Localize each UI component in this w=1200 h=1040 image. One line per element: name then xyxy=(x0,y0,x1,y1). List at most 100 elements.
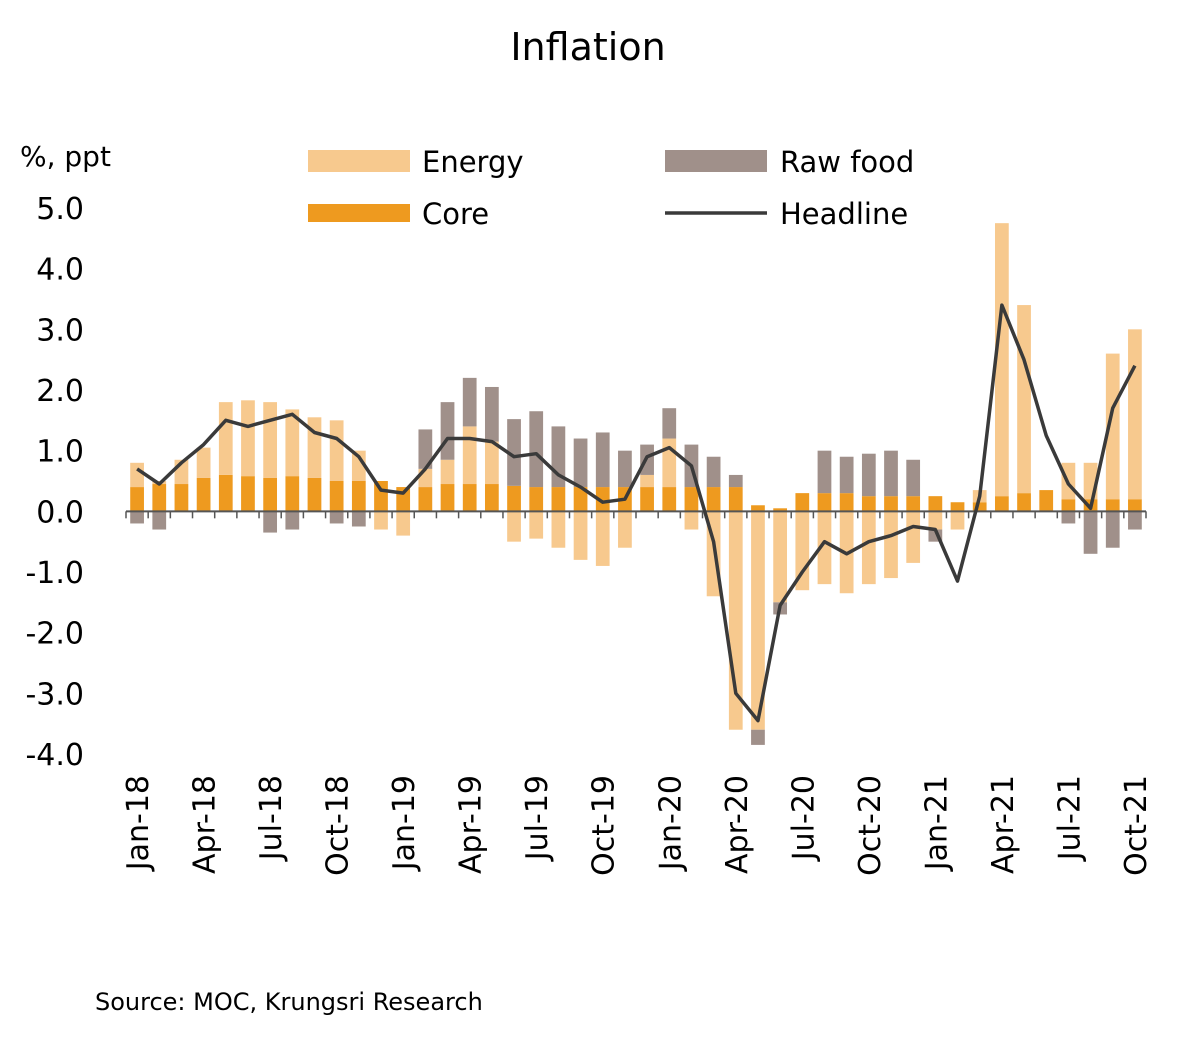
bar-core xyxy=(928,496,943,512)
bar-core xyxy=(529,487,544,512)
bar-energy xyxy=(773,511,788,603)
bar-energy xyxy=(396,511,411,536)
bar-core xyxy=(241,476,255,512)
bar-raw-food xyxy=(706,456,721,488)
y-axis: 5.0 4.0 3.0 2.0 1.0 0.0 -1.0 -2.0 -3.0 -4.0 xyxy=(25,192,84,773)
y-tick-label: 5.0 xyxy=(36,192,84,227)
bar-raw-food xyxy=(418,429,433,469)
y-tick-label: -3.0 xyxy=(25,677,84,712)
bar-energy xyxy=(950,511,965,530)
bar-core xyxy=(1017,493,1031,512)
bar-energy xyxy=(573,511,588,560)
bar-raw-food xyxy=(263,511,278,533)
x-tick-label: Oct-20 xyxy=(853,775,888,876)
bar-raw-food xyxy=(1128,511,1142,530)
y-tick-label: -4.0 xyxy=(25,738,84,773)
x-tick-label: Jul-18 xyxy=(254,775,289,862)
x-tick-label: Jan-20 xyxy=(653,775,688,872)
bar-core xyxy=(1105,499,1120,512)
bar-core xyxy=(374,481,388,512)
bar-raw-food xyxy=(728,474,743,488)
x-tick-label: Apr-21 xyxy=(986,775,1021,874)
bar-energy xyxy=(241,400,255,477)
bar-energy xyxy=(618,511,632,548)
x-tick-label: Oct-19 xyxy=(587,775,622,876)
bar-energy xyxy=(462,426,477,485)
bar-raw-food xyxy=(507,419,521,486)
bar-core xyxy=(573,487,588,512)
x-tick-label: Apr-19 xyxy=(454,775,489,874)
y-tick-label: -1.0 xyxy=(25,556,84,591)
bar-core xyxy=(462,484,477,512)
bar-energy xyxy=(795,511,810,591)
bar-raw-food xyxy=(884,450,898,497)
x-tick-label: Oct-21 xyxy=(1119,775,1154,876)
chart-title: Inflation xyxy=(510,25,665,69)
legend-swatch-raw-food xyxy=(665,150,767,172)
bar-energy xyxy=(1017,305,1031,494)
bar-core xyxy=(130,487,144,512)
bar-raw-food xyxy=(130,511,144,524)
bar-raw-food xyxy=(462,377,477,427)
bar-energy xyxy=(440,459,455,485)
legend-swatch-energy xyxy=(308,150,410,172)
bar-core xyxy=(972,502,987,512)
bar-core xyxy=(484,484,499,512)
bar-core xyxy=(795,493,810,512)
bar-core xyxy=(507,485,521,512)
bar-energy xyxy=(529,511,544,539)
x-tick-label: Apr-20 xyxy=(720,775,755,874)
bar-energy xyxy=(218,402,233,475)
bar-core xyxy=(196,477,211,512)
bar-core xyxy=(551,487,566,512)
bar-energy xyxy=(484,441,499,485)
bar-raw-food xyxy=(285,511,300,530)
bar-energy xyxy=(196,447,211,478)
x-tick-label: Oct-18 xyxy=(321,775,356,876)
y-axis-unit: %, ppt xyxy=(20,140,111,173)
y-tick-label: 0.0 xyxy=(36,495,84,530)
bar-energy xyxy=(662,438,677,488)
bar-core xyxy=(751,505,765,512)
bar-core xyxy=(440,484,455,512)
bar-core xyxy=(884,496,898,512)
bar-raw-food xyxy=(839,456,854,494)
bar-energy xyxy=(640,474,654,488)
bar-energy xyxy=(861,511,876,585)
bar-raw-food xyxy=(751,729,765,745)
bar-energy xyxy=(329,420,344,481)
legend-label-core: Core xyxy=(422,197,489,231)
y-tick-label: 2.0 xyxy=(36,374,84,409)
bar-core xyxy=(662,487,677,512)
bar-raw-food xyxy=(906,459,921,497)
bar-core xyxy=(684,487,699,512)
x-tick-label: Jul-20 xyxy=(786,775,821,862)
bar-core xyxy=(1061,499,1076,512)
bar-raw-food xyxy=(662,408,677,439)
bar-core xyxy=(218,474,233,512)
bar-core xyxy=(728,487,743,512)
source-note: Source: MOC, Krungsri Research xyxy=(95,988,483,1016)
x-tick-label: Jan-18 xyxy=(121,775,156,872)
legend-label-energy: Energy xyxy=(422,145,524,179)
bar-energy xyxy=(928,511,943,530)
bar-core xyxy=(152,484,167,512)
headline-series-line xyxy=(136,303,1137,723)
x-tick-label: Apr-18 xyxy=(188,775,223,874)
bar-raw-food xyxy=(484,386,499,442)
bar-raw-food xyxy=(861,453,876,497)
bar-energy xyxy=(374,511,388,530)
x-tick-label: Jul-19 xyxy=(520,775,555,862)
bar-core xyxy=(1039,490,1054,512)
legend: Energy Raw food Core Headline xyxy=(308,145,914,231)
x-axis: Jan-18 Apr-18 Jul-18 Oct-18 Jan-19 Apr-19 Jul-… xyxy=(121,511,1154,876)
bar-core xyxy=(307,477,322,512)
bar-energy xyxy=(507,511,521,542)
y-tick-label: 3.0 xyxy=(36,313,84,348)
bar-raw-food xyxy=(573,438,588,488)
legend-label-headline: Headline xyxy=(780,197,908,231)
bar-energy xyxy=(351,450,366,481)
bar-energy xyxy=(595,511,610,566)
bar-energy xyxy=(1105,353,1120,500)
